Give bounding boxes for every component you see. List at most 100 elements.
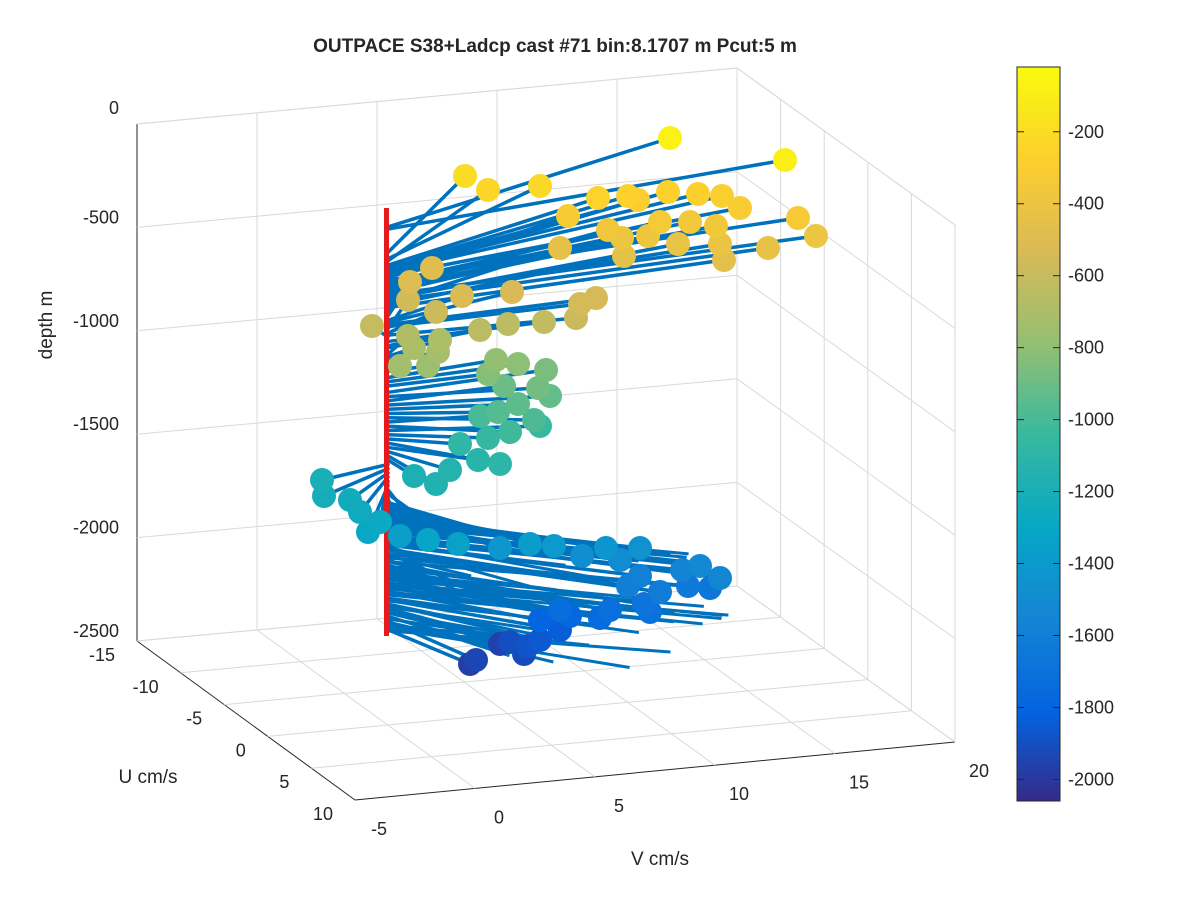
colorbar-tick-label: -800 <box>1068 338 1104 358</box>
chart-title: OUTPACE S38+Ladcp cast #71 bin:8.1707 m … <box>313 36 797 57</box>
data-marker <box>556 204 580 228</box>
colorbar-tick-label: -2000 <box>1068 769 1114 789</box>
data-marker <box>628 536 652 560</box>
y-grid-line-floor <box>267 679 868 737</box>
data-marker <box>388 524 412 548</box>
data-marker <box>612 244 636 268</box>
stem-line <box>387 605 536 631</box>
stem-line <box>387 548 501 572</box>
stem-line <box>387 593 675 624</box>
data-marker <box>678 210 702 234</box>
data-marker <box>453 164 477 188</box>
data-marker <box>586 186 610 210</box>
y-tick-label: 5 <box>279 772 289 792</box>
data-marker <box>464 648 488 672</box>
data-marker <box>728 196 752 220</box>
data-marker <box>428 328 452 352</box>
stem-line <box>386 414 482 424</box>
data-marker <box>468 318 492 342</box>
z-grid-line-side <box>736 481 956 640</box>
stem-line <box>387 542 566 567</box>
x-axis-line <box>354 741 956 801</box>
data-marker <box>466 448 490 472</box>
data-marker <box>484 348 508 372</box>
stem-line <box>386 228 610 291</box>
data-marker <box>388 354 412 378</box>
data-marker <box>476 426 500 450</box>
data-marker <box>528 608 552 632</box>
tick-labels: 0 -500 -1000 -1500 -2000 -2500 -5 0 5 10 15 20 -15 -1… <box>73 98 989 839</box>
data-marker <box>598 598 622 622</box>
data-marker <box>522 408 546 432</box>
z-tick-label: -2500 <box>73 621 119 641</box>
data-marker <box>708 232 732 256</box>
data-markers <box>310 126 828 676</box>
stem-line <box>386 432 490 440</box>
data-marker <box>450 284 474 308</box>
data-marker <box>398 270 422 294</box>
y-tick-label: 10 <box>313 804 333 824</box>
y-grid-line-floor <box>224 647 825 706</box>
stem-line <box>386 214 570 280</box>
data-marker <box>338 488 362 512</box>
data-marker <box>648 580 672 604</box>
colorbar <box>1016 66 1061 802</box>
stem-line <box>386 372 490 388</box>
x-tick-label: 5 <box>614 796 624 816</box>
x-axis-label: V cm/s <box>631 849 689 870</box>
data-marker <box>468 404 492 428</box>
data-marker <box>368 510 392 534</box>
data-marker <box>486 400 510 424</box>
stem-line <box>386 158 787 231</box>
x-tick-label: 0 <box>494 807 504 827</box>
y-tick-label: -10 <box>133 677 159 697</box>
z-grid-line <box>136 171 738 228</box>
data-marker <box>396 324 420 348</box>
data-marker <box>528 628 552 652</box>
data-marker <box>656 180 680 204</box>
data-marker <box>570 544 594 568</box>
stem-line <box>386 302 582 329</box>
data-marker <box>704 214 728 238</box>
stem-line <box>386 254 626 308</box>
z-grid-line <box>136 481 738 539</box>
z-tick-label: -1500 <box>73 414 119 434</box>
data-marker <box>670 558 694 582</box>
data-marker <box>416 528 440 552</box>
z-tick-label: -1000 <box>73 311 119 331</box>
data-marker <box>648 210 672 234</box>
y-grid-line-floor <box>311 710 912 769</box>
z-tick-label: -500 <box>83 207 119 227</box>
stem-line <box>387 623 590 647</box>
colorbar-tick-label: -1000 <box>1068 410 1114 430</box>
data-marker <box>542 534 566 558</box>
z-grid-line-side <box>736 67 956 226</box>
data-marker <box>488 452 512 476</box>
x-tick-label: -5 <box>371 819 387 839</box>
data-marker <box>448 432 472 456</box>
stem-line <box>386 184 542 261</box>
data-marker <box>402 464 426 488</box>
data-marker <box>424 300 448 324</box>
stem-line <box>387 554 472 578</box>
z-axis-label: depth m <box>36 291 57 360</box>
colorbar-tick-label: -600 <box>1068 266 1104 286</box>
data-marker <box>526 376 550 400</box>
data-marker <box>534 358 558 382</box>
data-marker <box>498 630 522 654</box>
data-marker <box>498 420 522 444</box>
x-tick-label: 10 <box>729 784 749 804</box>
stem-line <box>387 611 506 636</box>
data-marker <box>786 206 810 230</box>
x-tick-label: 15 <box>849 773 869 793</box>
colorbar-tick-label: -200 <box>1068 122 1104 142</box>
data-marker <box>804 224 828 248</box>
stem-line <box>386 437 462 446</box>
z-grid-line-side <box>736 378 956 536</box>
data-marker <box>584 286 608 310</box>
z-tick-label: 0 <box>109 98 119 118</box>
data-marker <box>658 126 682 150</box>
y-tick-label: -5 <box>186 709 202 729</box>
stem-line <box>387 515 606 547</box>
data-marker <box>476 178 500 202</box>
